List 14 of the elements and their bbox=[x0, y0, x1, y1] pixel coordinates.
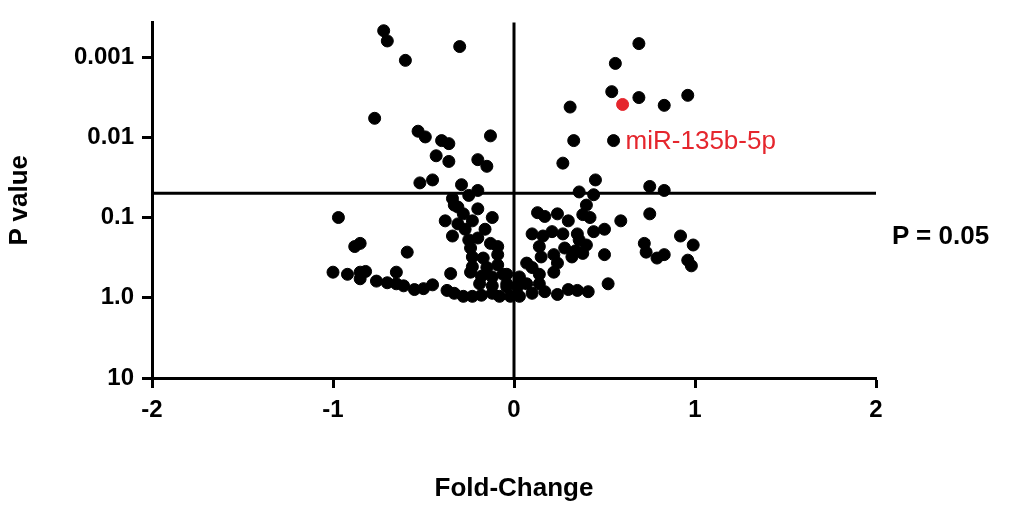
annotation: miR-135b-5p bbox=[625, 124, 776, 155]
y-tick-label: 1.0 bbox=[100, 282, 134, 310]
x-tick-label: 0 bbox=[507, 395, 521, 423]
y-tick-label: 0.1 bbox=[100, 202, 134, 230]
y-axis-title: P value bbox=[2, 154, 33, 246]
y-tick-label: 0.01 bbox=[87, 121, 134, 149]
x-tick-label: -2 bbox=[141, 395, 163, 423]
ref-line-label: P = 0.05 bbox=[892, 219, 990, 250]
y-tick-label: 10 bbox=[107, 362, 134, 390]
x-tick-label: 2 bbox=[869, 395, 883, 423]
x-tick-label: -1 bbox=[322, 395, 344, 423]
y-tick-label: 0.001 bbox=[73, 41, 134, 69]
x-tick-label: 1 bbox=[688, 395, 702, 423]
x-axis-title: Fold-Change bbox=[434, 471, 594, 502]
